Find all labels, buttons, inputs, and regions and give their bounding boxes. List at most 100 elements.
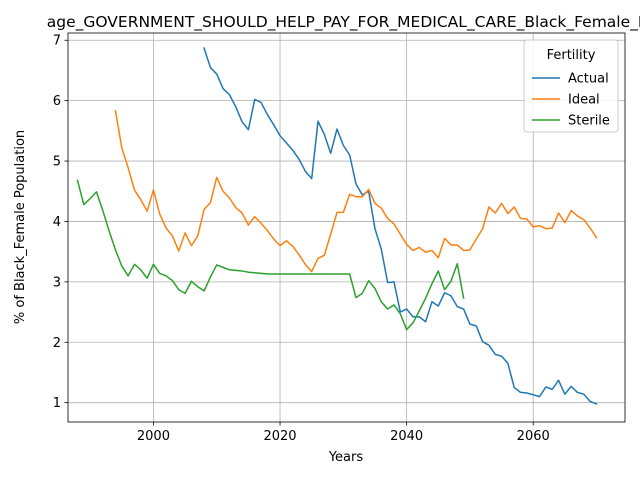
data-point-sterile bbox=[209, 276, 211, 278]
data-point-ideal bbox=[469, 249, 471, 251]
data-point-actual bbox=[475, 325, 477, 327]
data-point-ideal bbox=[564, 222, 566, 224]
data-point-actual bbox=[444, 292, 446, 294]
data-point-ideal bbox=[336, 211, 338, 213]
data-point-sterile bbox=[266, 273, 268, 275]
data-point-sterile bbox=[368, 280, 370, 282]
data-point-ideal bbox=[159, 213, 161, 215]
data-point-actual bbox=[336, 128, 338, 130]
data-point-sterile bbox=[349, 273, 351, 275]
data-point-ideal bbox=[152, 189, 154, 191]
data-point-ideal bbox=[361, 196, 363, 198]
data-point-actual bbox=[545, 386, 547, 388]
data-point-sterile bbox=[184, 292, 186, 294]
data-point-ideal bbox=[444, 237, 446, 239]
data-point-actual bbox=[228, 94, 230, 96]
data-point-actual bbox=[323, 133, 325, 135]
data-point-actual bbox=[380, 248, 382, 250]
y-tick-label: 5 bbox=[53, 155, 61, 170]
data-point-ideal bbox=[121, 147, 123, 149]
data-point-ideal bbox=[431, 249, 433, 251]
data-point-ideal bbox=[349, 193, 351, 195]
data-point-actual bbox=[570, 385, 572, 387]
legend-entries: Actual Ideal Sterile bbox=[532, 72, 610, 129]
data-point-ideal bbox=[323, 254, 325, 256]
data-point-ideal bbox=[399, 233, 401, 235]
data-point-actual bbox=[532, 394, 534, 396]
data-point-sterile bbox=[178, 289, 180, 291]
data-point-sterile bbox=[444, 289, 446, 291]
data-point-actual bbox=[501, 355, 503, 357]
data-point-sterile bbox=[374, 288, 376, 290]
data-point-actual bbox=[558, 379, 560, 381]
data-point-actual bbox=[577, 391, 579, 393]
x-tick-label: 2040 bbox=[390, 429, 423, 444]
data-point-sterile bbox=[216, 264, 218, 266]
data-point-ideal bbox=[551, 227, 553, 229]
data-point-actual bbox=[520, 391, 522, 393]
data-point-sterile bbox=[140, 269, 142, 271]
data-point-actual bbox=[260, 101, 262, 103]
legend-title: Fertility bbox=[547, 48, 596, 63]
data-point-actual bbox=[583, 393, 585, 395]
data-point-sterile bbox=[456, 263, 458, 265]
data-point-actual bbox=[469, 323, 471, 325]
data-point-sterile bbox=[95, 191, 97, 193]
data-point-sterile bbox=[121, 265, 123, 267]
data-point-actual bbox=[450, 295, 452, 297]
data-point-ideal bbox=[254, 216, 256, 218]
data-point-sterile bbox=[203, 290, 205, 292]
data-point-actual bbox=[539, 396, 541, 398]
legend-item-sterile: Sterile bbox=[532, 114, 610, 129]
data-point-sterile bbox=[406, 329, 408, 331]
data-point-actual bbox=[551, 388, 553, 390]
data-point-actual bbox=[456, 306, 458, 308]
legend-box bbox=[523, 39, 619, 133]
series-ideal bbox=[114, 110, 598, 273]
series-line-sterile bbox=[76, 179, 465, 331]
data-point-ideal bbox=[412, 249, 414, 251]
data-point-sterile bbox=[279, 273, 281, 275]
data-point-ideal bbox=[507, 213, 509, 215]
chart-title: age_GOVERNMENT_SHOULD_HELP_PAY_FOR_MEDIC… bbox=[47, 13, 640, 32]
data-point-actual bbox=[311, 178, 313, 180]
series-line-ideal bbox=[114, 110, 598, 273]
data-point-actual bbox=[393, 281, 395, 283]
data-point-actual bbox=[241, 121, 243, 123]
legend-label-actual: Actual bbox=[568, 72, 609, 87]
data-point-sterile bbox=[159, 272, 161, 274]
data-point-sterile bbox=[222, 266, 224, 268]
data-point-actual bbox=[406, 308, 408, 310]
data-point-actual bbox=[482, 341, 484, 343]
data-point-sterile bbox=[304, 273, 306, 275]
series-sterile bbox=[76, 179, 465, 331]
data-point-ideal bbox=[475, 238, 477, 240]
data-point-sterile bbox=[355, 297, 357, 299]
data-point-ideal bbox=[171, 235, 173, 237]
data-point-ideal bbox=[298, 254, 300, 256]
data-point-actual bbox=[494, 353, 496, 355]
series-layer bbox=[76, 47, 598, 405]
data-point-sterile bbox=[133, 263, 135, 265]
plot-frame bbox=[67, 32, 626, 423]
data-point-actual bbox=[596, 403, 598, 405]
data-point-actual bbox=[235, 106, 237, 108]
data-point-ideal bbox=[140, 199, 142, 201]
data-point-ideal bbox=[393, 223, 395, 225]
data-point-sterile bbox=[285, 273, 287, 275]
data-point-actual bbox=[507, 362, 509, 364]
data-point-actual bbox=[418, 316, 420, 318]
data-point-actual bbox=[273, 124, 275, 126]
series-line-actual bbox=[203, 47, 598, 405]
data-point-sterile bbox=[127, 275, 129, 277]
data-point-ideal bbox=[216, 176, 218, 178]
data-point-ideal bbox=[266, 230, 268, 232]
data-point-ideal bbox=[368, 188, 370, 190]
data-point-ideal bbox=[577, 215, 579, 217]
data-point-actual bbox=[247, 129, 249, 131]
data-point-ideal bbox=[190, 245, 192, 247]
data-point-sterile bbox=[450, 280, 452, 282]
data-point-sterile bbox=[254, 272, 256, 274]
data-point-ideal bbox=[235, 207, 237, 209]
